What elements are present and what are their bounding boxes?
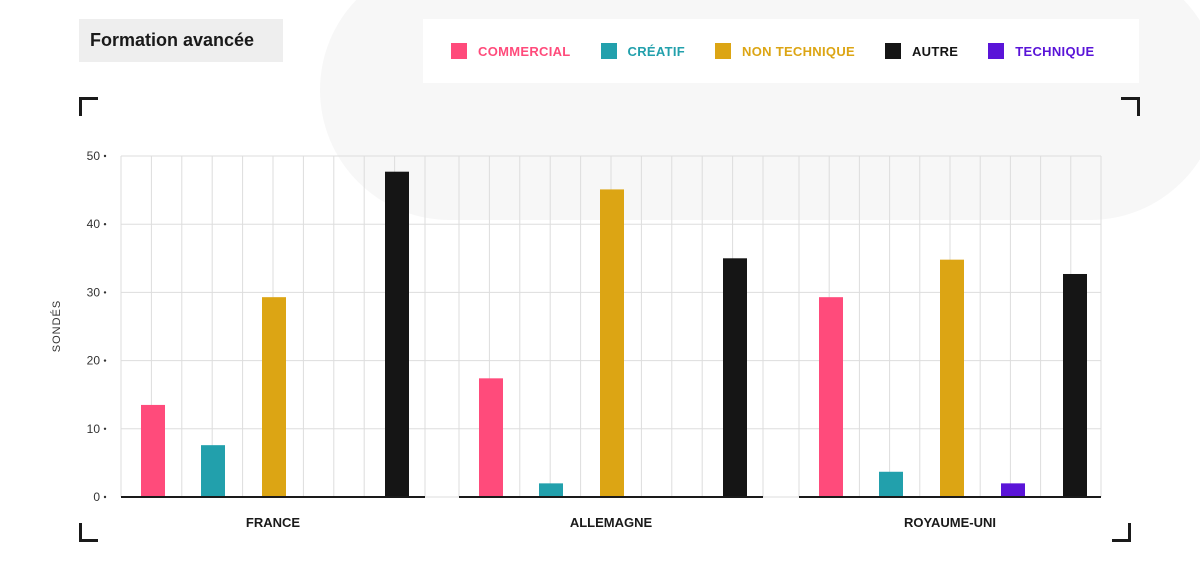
corner-bracket-top-right: [1121, 97, 1140, 116]
y-tick-label: 20: [87, 354, 101, 368]
legend-swatch-autre: [884, 43, 901, 59]
y-tick-mark: [103, 154, 107, 158]
legend-swatch-creatif: [600, 43, 617, 59]
bar-commercial-allemagne: [479, 378, 503, 497]
legend: COMMERCIAL CRÉATIF NON TECHNIQUE AUTRE T…: [423, 19, 1139, 83]
category-label: ALLEMAGNE: [570, 515, 653, 530]
legend-item-commercial[interactable]: COMMERCIAL: [451, 43, 571, 59]
y-tick-mark: [103, 291, 107, 294]
chart-title-box: Formation avancée: [79, 19, 283, 62]
legend-item-autre[interactable]: AUTRE: [884, 43, 959, 59]
y-tick-mark: [103, 427, 107, 430]
legend-label-autre: AUTRE: [911, 43, 959, 59]
bar-commercial-france: [141, 404, 165, 497]
legend-item-technique[interactable]: TECHNIQUE: [988, 43, 1094, 59]
bar-autre-france: [385, 171, 409, 497]
legend-swatch-technique: [988, 43, 1005, 59]
y-tick-label: 10: [87, 422, 101, 436]
legend-label-commercial: COMMERCIAL: [478, 43, 571, 59]
category-label: FRANCE: [246, 515, 300, 530]
bar-autre-allemagne: [723, 258, 747, 497]
bar-cr-atif-france: [201, 445, 225, 497]
corner-bracket-bottom-left: [79, 523, 98, 542]
legend-item-creatif[interactable]: CRÉATIF: [600, 43, 686, 59]
legend-swatch-commercial: [451, 43, 467, 59]
bar-non-technique-france: [262, 297, 286, 497]
y-tick-label: 40: [87, 217, 101, 231]
legend-label-technique: TECHNIQUE: [1015, 43, 1095, 59]
y-tick-mark: [103, 223, 107, 226]
legend-swatch-non-technique: [715, 43, 732, 59]
bar-cr-atif-royaume-uni: [879, 471, 903, 497]
chart-title: Formation avancée: [90, 30, 255, 50]
bar-autre-royaume-uni: [1063, 273, 1087, 497]
bar-technique-royaume-uni: [1001, 483, 1025, 497]
legend-item-non-technique[interactable]: NON TECHNIQUE: [715, 43, 855, 59]
bar-commercial-royaume-uni: [819, 297, 843, 497]
legend-label-creatif: CRÉATIF: [627, 43, 686, 59]
legend-label-non-technique: NON TECHNIQUE: [742, 43, 855, 59]
y-tick-mark: [103, 359, 107, 362]
bar-non-technique-allemagne: [600, 189, 624, 497]
y-tick-mark: [103, 495, 107, 499]
y-tick-label: 50: [87, 149, 101, 163]
corner-bracket-top-left: [79, 97, 98, 116]
category-label: ROYAUME-UNI: [904, 515, 996, 530]
y-tick-label: 30: [87, 285, 101, 299]
y-tick-label: 0: [93, 490, 100, 504]
y-axis-label: SONDÉS: [50, 300, 63, 352]
bar-cr-atif-allemagne: [539, 483, 563, 497]
bar-non-technique-royaume-uni: [940, 259, 964, 497]
corner-bracket-bottom-right: [1112, 523, 1131, 542]
